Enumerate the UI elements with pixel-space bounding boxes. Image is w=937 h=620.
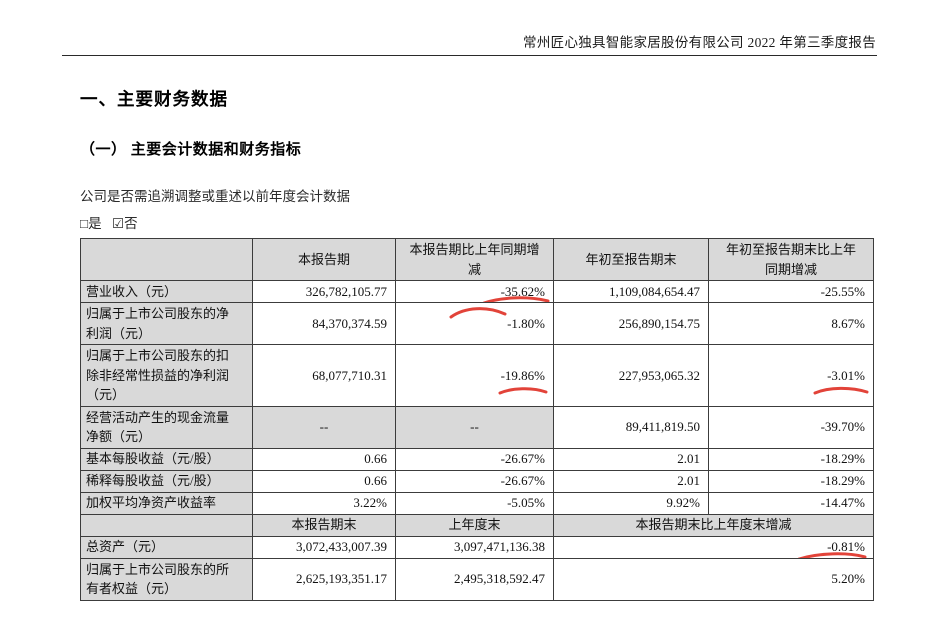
- row-revenue: 营业收入（元） 326,782,105.77 -35.62% 1,109,084…: [80, 280, 874, 303]
- header-current-period-yoy: 本报告期比上年同期增减: [395, 238, 554, 281]
- cell-net-profit-current: 84,370,374.59: [252, 302, 396, 345]
- cell-value: -3.01%: [827, 367, 865, 383]
- cell-total-assets-change: -0.81%: [553, 535, 874, 559]
- cell-basic-eps-ytd: 2.01: [553, 447, 709, 471]
- row-diluted-eps: 稀释每股收益（元/股） 0.66 -26.67% 2.01 -18.29%: [80, 469, 874, 493]
- checkbox-no-checked: ☑否: [112, 216, 138, 231]
- cell-total-assets-end: 3,072,433,007.39: [252, 535, 396, 559]
- mid-header-change-vs-prior-year-end: 本报告期末比上年度末增减: [553, 513, 874, 537]
- cell-cash-flow-ytd-yoy: -39.70%: [708, 405, 874, 449]
- cell-value: -0.81%: [827, 539, 865, 555]
- row-label: 基本每股收益（元/股）: [80, 447, 253, 471]
- cell-revenue-current: 326,782,105.77: [252, 280, 396, 303]
- cell-basic-eps-ytd-yoy: -18.29%: [708, 447, 874, 471]
- header-divider-line: [62, 55, 877, 56]
- cell-diluted-eps-current: 0.66: [252, 469, 396, 493]
- cell-value: -35.62%: [500, 283, 545, 299]
- header-ytd-yoy: 年初至报告期末比上年同期增减: [708, 238, 874, 281]
- restate-question-text: 公司是否需追溯调整或重述以前年度会计数据: [80, 189, 350, 204]
- cell-value: -1.80%: [507, 315, 545, 331]
- cell-revenue-yoy: -35.62%: [395, 280, 554, 303]
- cell-equity-prior-year-end: 2,495,318,592.47: [395, 557, 554, 601]
- cell-net-profit-yoy: -1.80%: [395, 302, 554, 345]
- cell-revenue-ytd-yoy: -25.55%: [708, 280, 874, 303]
- financial-data-table: 本报告期 本报告期比上年同期增减 年初至报告期末 年初至报告期末比上年同期增减 …: [80, 238, 874, 601]
- cell-excl-ytd-yoy: -3.01%: [708, 344, 874, 407]
- row-label: 总资产（元）: [80, 535, 253, 559]
- mid-header-corner-cell: [80, 513, 253, 537]
- row-total-assets: 总资产（元） 3,072,433,007.39 3,097,471,136.38…: [80, 535, 874, 559]
- cell-equity-change: 5.20%: [553, 557, 874, 601]
- header-ytd: 年初至报告期末: [553, 238, 709, 281]
- row-label: 归属于上市公司股东的所有者权益（元）: [80, 557, 253, 601]
- red-underline-mark: [813, 386, 869, 395]
- cell-cash-flow-yoy: --: [395, 405, 554, 449]
- document-header-title: 常州匠心独具智能家居股份有限公司 2022 年第三季度报告: [523, 35, 876, 50]
- cell-net-profit-ytd-yoy: 8.67%: [708, 302, 874, 345]
- cell-basic-eps-yoy: -26.67%: [395, 447, 554, 471]
- cell-net-profit-ytd: 256,890,154.75: [553, 302, 709, 345]
- row-label: 归属于上市公司股东的扣除非经常性损益的净利润（元）: [80, 344, 253, 407]
- row-operating-cash-flow: 经营活动产生的现金流量净额（元） -- -- 89,411,819.50 -39…: [80, 405, 874, 449]
- row-label: 稀释每股收益（元/股）: [80, 469, 253, 493]
- cell-cash-flow-ytd: 89,411,819.50: [553, 405, 709, 449]
- header-current-period: 本报告期: [252, 238, 396, 281]
- cell-diluted-eps-yoy: -26.67%: [395, 469, 554, 493]
- row-net-profit-excl-nonrecurring: 归属于上市公司股东的扣除非经常性损益的净利润（元） 68,077,710.31 …: [80, 344, 874, 407]
- row-weighted-avg-roe: 加权平均净资产收益率 3.22% -5.05% 9.92% -14.47%: [80, 491, 874, 515]
- cell-total-assets-prior-year-end: 3,097,471,136.38: [395, 535, 554, 559]
- cell-excl-ytd: 227,953,065.32: [553, 344, 709, 407]
- mid-header-end-of-prior-year: 上年度末: [395, 513, 554, 537]
- subsection-title: （一） 主要会计数据和财务指标: [80, 142, 302, 158]
- cell-roe-ytd: 9.92%: [553, 491, 709, 515]
- table-header-row: 本报告期 本报告期比上年同期增减 年初至报告期末 年初至报告期末比上年同期增减: [80, 238, 874, 281]
- cell-excl-current: 68,077,710.31: [252, 344, 396, 407]
- row-basic-eps: 基本每股收益（元/股） 0.66 -26.67% 2.01 -18.29%: [80, 447, 874, 471]
- red-underline-mark: [498, 387, 548, 395]
- cell-cash-flow-current: --: [252, 405, 396, 449]
- section-title: 一、主要财务数据: [80, 89, 228, 109]
- cell-revenue-ytd: 1,109,084,654.47: [553, 280, 709, 303]
- red-check-mark: [449, 307, 507, 319]
- row-net-profit: 归属于上市公司股东的净利润（元） 84,370,374.59 -1.80% 25…: [80, 302, 874, 345]
- row-label: 归属于上市公司股东的净利润（元）: [80, 302, 253, 345]
- mid-header-end-of-period: 本报告期末: [252, 513, 396, 537]
- header-corner-cell: [80, 238, 253, 281]
- cell-basic-eps-current: 0.66: [252, 447, 396, 471]
- restate-checkbox-line: □是 ☑否: [80, 212, 138, 232]
- row-label: 营业收入（元）: [80, 280, 253, 303]
- cell-excl-yoy: -19.86%: [395, 344, 554, 407]
- cell-equity-end: 2,625,193,351.17: [252, 557, 396, 601]
- cell-roe-yoy: -5.05%: [395, 491, 554, 515]
- cell-diluted-eps-ytd: 2.01: [553, 469, 709, 493]
- row-label: 加权平均净资产收益率: [80, 491, 253, 515]
- cell-roe-current: 3.22%: [252, 491, 396, 515]
- cell-roe-ytd-yoy: -14.47%: [708, 491, 874, 515]
- cell-diluted-eps-ytd-yoy: -18.29%: [708, 469, 874, 493]
- row-shareholders-equity: 归属于上市公司股东的所有者权益（元） 2,625,193,351.17 2,49…: [80, 557, 874, 601]
- row-label: 经营活动产生的现金流量净额（元）: [80, 405, 253, 449]
- checkbox-yes: □是: [80, 216, 102, 231]
- cell-value: -19.86%: [500, 367, 545, 383]
- table-mid-header-row: 本报告期末 上年度末 本报告期末比上年度末增减: [80, 513, 874, 537]
